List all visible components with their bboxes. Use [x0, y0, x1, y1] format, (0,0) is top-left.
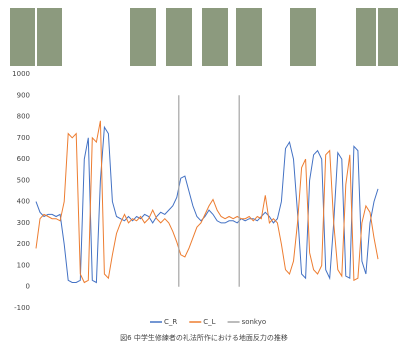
legend-label: sonkyo [242, 318, 267, 326]
photo [166, 8, 192, 66]
photo [202, 8, 228, 66]
photo [37, 8, 62, 66]
legend-label: C_R [164, 318, 177, 326]
photo [130, 8, 156, 66]
y-tick-label: 0 [26, 283, 30, 291]
y-tick-label: -100 [14, 304, 30, 312]
photo [356, 8, 376, 66]
y-tick-label: 700 [17, 134, 30, 142]
chart: 図6 中学生修練者の礼法所作における地面反力の推移 -100 0 100 200 300… [0, 0, 408, 344]
photo [290, 8, 316, 66]
y-tick-label: 400 [17, 198, 30, 206]
series-line [36, 127, 378, 282]
y-tick-label: 800 [17, 113, 30, 121]
photo [236, 8, 262, 66]
y-tick-label: 900 [17, 91, 30, 99]
y-tick-label: 200 [17, 240, 30, 248]
chart-title: 図6 中学生修練者の礼法所作における地面反力の推移 [120, 333, 288, 342]
photo [378, 8, 398, 66]
y-tick-label: 300 [17, 219, 30, 227]
y-tick-label: 100 [17, 261, 30, 269]
y-tick-label: 1000 [12, 70, 30, 78]
photo-strip [10, 8, 398, 66]
y-tick-label: 600 [17, 155, 30, 163]
photo [10, 8, 35, 66]
y-tick-label: 500 [17, 176, 30, 184]
legend-label: C_L [203, 318, 215, 326]
series-line [179, 95, 239, 286]
